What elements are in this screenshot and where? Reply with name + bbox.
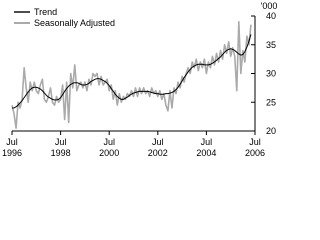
- x-tick-label: 1998: [51, 148, 71, 158]
- x-tick-label: Jul: [152, 137, 164, 147]
- series-line: [12, 34, 252, 109]
- x-tick-label: 2000: [99, 148, 119, 158]
- x-tick-label: 2004: [196, 148, 216, 158]
- y-tick-label: 35: [266, 40, 276, 50]
- x-tick-label: 2006: [245, 148, 265, 158]
- x-tick-label: Jul: [249, 137, 261, 147]
- page: {"chart_data": {"type": "line", "y_unit"…: [1, 1, 278, 158]
- y-tick-label: 40: [266, 11, 276, 21]
- legend-label: Trend: [34, 7, 57, 17]
- y-tick-label: 30: [266, 69, 276, 79]
- x-tick-label: Jul: [103, 137, 115, 147]
- x-tick-label: Jul: [55, 137, 67, 147]
- x-tick-label: 2002: [148, 148, 168, 158]
- x-tick-label: 1996: [2, 148, 22, 158]
- x-tick-label: Jul: [201, 137, 213, 147]
- y-unit: '000: [261, 1, 278, 11]
- chart: '000 2025303540Jul1996Jul1998Jul2000Jul2…: [2, 1, 278, 158]
- y-tick-label: 20: [266, 126, 276, 136]
- series-line: [11, 20, 252, 129]
- y-tick-label: 25: [266, 97, 276, 107]
- legend-label: Seasonally Adjusted: [34, 18, 115, 28]
- x-tick-label: Jul: [6, 137, 18, 147]
